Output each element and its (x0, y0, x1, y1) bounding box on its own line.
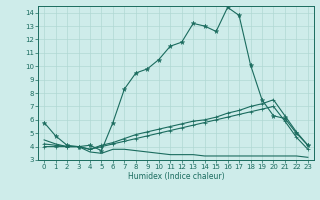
X-axis label: Humidex (Indice chaleur): Humidex (Indice chaleur) (128, 172, 224, 181)
